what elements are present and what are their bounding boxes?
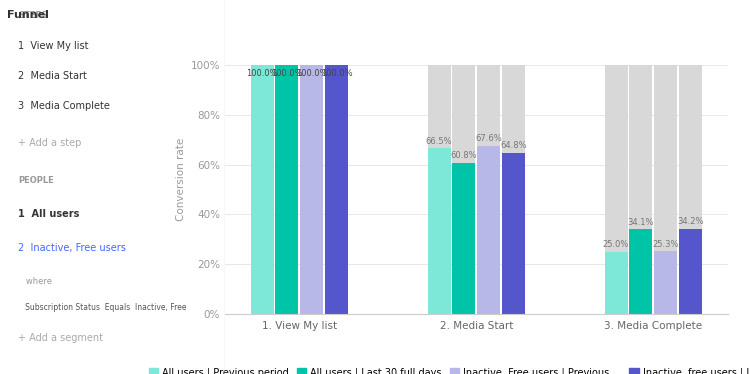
Bar — [629, 65, 652, 314]
Text: 25.3%: 25.3% — [652, 240, 679, 249]
Text: 3  Media Complete: 3 Media Complete — [18, 101, 110, 111]
Text: 66.5%: 66.5% — [426, 137, 452, 146]
Text: Subscription Status  Equals  Inactive, Free: Subscription Status Equals Inactive, Fre… — [18, 303, 187, 312]
Bar — [604, 252, 628, 314]
Bar — [427, 148, 451, 314]
Text: 25.0%: 25.0% — [603, 240, 629, 249]
Text: 34.2%: 34.2% — [677, 217, 703, 226]
Bar — [251, 65, 274, 314]
Text: Funnel: Funnel — [8, 10, 50, 20]
Text: + Add a step: + Add a step — [18, 138, 81, 148]
Text: 100.0%: 100.0% — [321, 68, 352, 77]
Bar — [502, 65, 525, 314]
Bar — [251, 65, 274, 314]
Bar — [679, 65, 702, 314]
Y-axis label: Conversion rate: Conversion rate — [176, 138, 187, 221]
Bar — [300, 65, 323, 314]
Bar — [300, 65, 323, 314]
Text: 2  Media Start: 2 Media Start — [18, 71, 87, 81]
Text: 34.1%: 34.1% — [628, 218, 654, 227]
Text: 60.8%: 60.8% — [451, 151, 477, 160]
Bar — [502, 153, 525, 314]
Bar — [629, 229, 652, 314]
Text: + Add a segment: + Add a segment — [18, 333, 103, 343]
Bar — [477, 145, 500, 314]
Bar — [325, 65, 348, 314]
Text: 64.8%: 64.8% — [500, 141, 526, 150]
Bar — [452, 65, 476, 314]
Text: 1  All users: 1 All users — [18, 209, 80, 220]
Text: 67.6%: 67.6% — [476, 134, 502, 143]
Bar — [275, 65, 298, 314]
Bar — [452, 163, 476, 314]
Text: 100.0%: 100.0% — [271, 68, 303, 77]
Bar — [427, 65, 451, 314]
Text: PEOPLE: PEOPLE — [18, 176, 54, 185]
Bar — [325, 65, 348, 314]
Bar — [654, 65, 677, 314]
Bar — [654, 251, 677, 314]
Text: 2  Inactive, Free users: 2 Inactive, Free users — [18, 243, 126, 253]
Bar — [275, 65, 298, 314]
Text: STEPS: STEPS — [18, 11, 48, 20]
Text: 100.0%: 100.0% — [296, 68, 328, 77]
Bar — [679, 229, 702, 314]
Bar — [477, 65, 500, 314]
Legend: All users | Previous period, All users | Last 30 full days, Inactive, Free users: All users | Previous period, All users |… — [148, 368, 750, 374]
Text: 1  View My list: 1 View My list — [18, 41, 88, 51]
Bar — [604, 65, 628, 314]
Text: 100.0%: 100.0% — [246, 68, 278, 77]
Text: where: where — [18, 277, 52, 286]
